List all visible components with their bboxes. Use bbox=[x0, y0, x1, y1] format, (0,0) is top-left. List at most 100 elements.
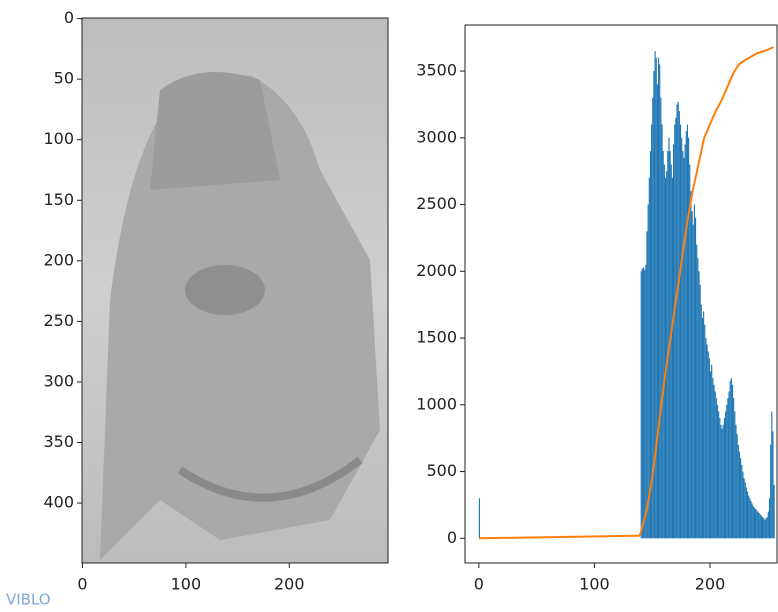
histogram-bar bbox=[722, 429, 723, 538]
histogram-bar bbox=[656, 58, 657, 539]
histogram-bar bbox=[771, 411, 772, 538]
windshield-shape bbox=[150, 72, 280, 190]
histogram-bar bbox=[755, 509, 756, 538]
histogram-bar bbox=[746, 488, 747, 539]
histogram-bar bbox=[676, 104, 677, 538]
histogram-bar bbox=[748, 496, 749, 539]
histogram-bar bbox=[479, 498, 480, 538]
histogram-bar bbox=[754, 508, 755, 539]
histogram-bar bbox=[712, 378, 713, 538]
histogram-bar bbox=[648, 205, 649, 539]
histogram-bar bbox=[663, 151, 664, 538]
histogram-bar bbox=[665, 178, 666, 538]
histogram-bar bbox=[672, 178, 673, 538]
histogram-bar bbox=[731, 378, 732, 538]
histogram-bar bbox=[727, 398, 728, 538]
histogram-bar bbox=[741, 465, 742, 538]
histogram-bar bbox=[732, 385, 733, 539]
histogram-bar bbox=[681, 138, 682, 538]
histogram-bar bbox=[702, 318, 703, 538]
histogram-bar bbox=[743, 478, 744, 538]
histogram-bar bbox=[715, 391, 716, 538]
y-tick-label: 250 bbox=[43, 311, 74, 330]
histogram-bar bbox=[730, 381, 731, 539]
histogram-bar bbox=[725, 411, 726, 538]
watermark: VIBLO bbox=[6, 591, 51, 609]
histogram-bar bbox=[661, 124, 662, 538]
image-panel bbox=[82, 18, 388, 563]
histogram-bar bbox=[726, 405, 727, 538]
histogram-bar bbox=[688, 138, 689, 538]
y-tick-label: 150 bbox=[43, 190, 74, 209]
histogram-bar bbox=[690, 191, 691, 538]
histogram-bar bbox=[657, 84, 658, 538]
histogram-bar bbox=[686, 131, 687, 538]
histogram-bar bbox=[704, 325, 705, 539]
histogram-bar bbox=[658, 58, 659, 539]
histogram-bar bbox=[769, 498, 770, 538]
histogram-bar bbox=[708, 351, 709, 538]
y-tick-label: 1000 bbox=[416, 394, 457, 413]
y-tick-label: 500 bbox=[426, 461, 457, 480]
histogram-bar bbox=[698, 271, 699, 538]
x-tick-label: 0 bbox=[474, 575, 484, 594]
histogram-bar bbox=[735, 425, 736, 538]
histogram-bar bbox=[689, 165, 690, 539]
histogram-bar bbox=[643, 267, 644, 538]
histogram-bar bbox=[687, 124, 688, 538]
y-tick-label: 300 bbox=[43, 371, 74, 390]
y-tick-label: 2000 bbox=[416, 261, 457, 280]
histogram-bar bbox=[719, 418, 720, 538]
y-tick-label: 400 bbox=[43, 493, 74, 512]
histogram-bar bbox=[641, 271, 642, 538]
histogram-bar bbox=[767, 517, 768, 538]
histogram-bar bbox=[679, 111, 680, 538]
histogram-bar bbox=[724, 418, 725, 538]
y-tick-label: 350 bbox=[43, 432, 74, 451]
histogram-bar bbox=[691, 211, 692, 538]
histogram-bar bbox=[740, 458, 741, 538]
histogram-bar bbox=[710, 371, 711, 538]
histogram-bar bbox=[723, 425, 724, 538]
y-tick-label: 3000 bbox=[416, 127, 457, 146]
histogram-bar bbox=[753, 506, 754, 538]
histogram-bar bbox=[666, 171, 667, 538]
x-tick-label: 100 bbox=[171, 575, 202, 594]
histogram-bar bbox=[764, 520, 765, 539]
histogram-bar bbox=[738, 445, 739, 538]
histogram-bar bbox=[761, 516, 762, 539]
histogram-bar bbox=[734, 411, 735, 538]
histogram-bar bbox=[646, 231, 647, 538]
histogram-bar bbox=[774, 485, 775, 538]
histogram-bar bbox=[642, 269, 643, 539]
histogram-bar bbox=[683, 158, 684, 538]
y-tick-label: 1500 bbox=[416, 328, 457, 347]
histogram-bar bbox=[733, 398, 734, 538]
histogram-bar bbox=[770, 445, 771, 538]
histogram-bar bbox=[760, 514, 761, 538]
x-tick-label: 200 bbox=[274, 575, 305, 594]
histogram-bar bbox=[696, 245, 697, 539]
y-tick-label: 100 bbox=[43, 129, 74, 148]
histogram-bar bbox=[678, 102, 679, 539]
histogram-bar bbox=[668, 138, 669, 538]
histogram-bar bbox=[742, 472, 743, 539]
histogram-bar bbox=[720, 425, 721, 538]
histogram-bar bbox=[697, 258, 698, 538]
x-tick-label: 100 bbox=[579, 575, 610, 594]
histogram-bar bbox=[660, 98, 661, 539]
histogram-bar bbox=[705, 338, 706, 538]
histogram-bar bbox=[659, 64, 660, 538]
histogram-bar bbox=[713, 385, 714, 539]
histogram-bar bbox=[671, 165, 672, 539]
histogram-bar bbox=[763, 518, 764, 538]
histogram-bar bbox=[673, 144, 674, 538]
histogram-bar bbox=[749, 498, 750, 538]
y-tick-label: 50 bbox=[54, 69, 74, 88]
y-tick-label: 0 bbox=[64, 8, 74, 27]
x-tick-label: 0 bbox=[77, 575, 87, 594]
histogram-bar bbox=[765, 518, 766, 538]
histogram-bar bbox=[645, 265, 646, 539]
histogram-bar bbox=[739, 452, 740, 539]
histogram-bar bbox=[756, 510, 757, 538]
